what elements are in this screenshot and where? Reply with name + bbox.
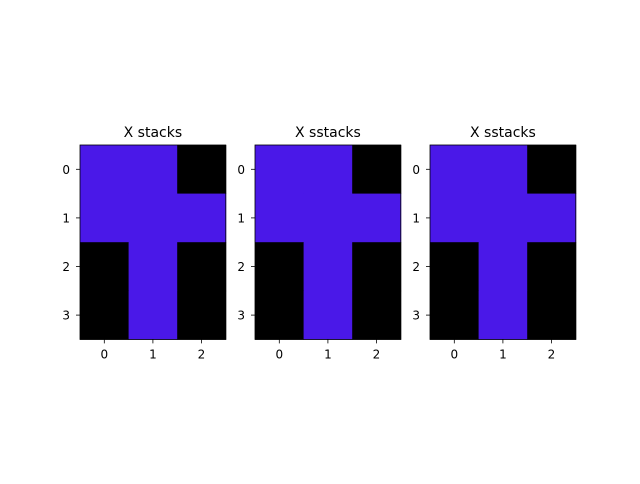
y-tick-label: 2: [237, 260, 245, 274]
heatmap-panel-1: X sstacks 0 1 2 0 1 2 3: [237, 125, 402, 361]
panel-title: X sstacks: [470, 125, 536, 141]
x-tick-label: 0: [450, 347, 458, 361]
axes-frame: [429, 144, 577, 340]
x-tick-label: 0: [100, 347, 108, 361]
heatmap-cell: [478, 242, 528, 292]
x-tick-label: 2: [548, 347, 556, 361]
heatmap-cell: [352, 242, 402, 292]
heatmap-cell: [255, 242, 304, 292]
x-tick-label: 1: [149, 347, 157, 361]
heatmap-cell: [303, 290, 353, 340]
axes-frame: [254, 144, 402, 340]
heatmap-cell: [80, 145, 129, 194]
panel-title: X sstacks: [295, 125, 361, 141]
x-tick-label: 2: [198, 347, 206, 361]
heatmap-cell: [352, 145, 402, 194]
y-tick-label: 1: [62, 211, 70, 225]
x-tick-label: 1: [324, 347, 332, 361]
y-tick-label: 2: [62, 260, 70, 274]
heatmap-cell: [430, 145, 479, 194]
heatmap-cell: [303, 145, 353, 194]
heatmap-cell: [430, 242, 479, 292]
y-tick-label: 0: [62, 163, 70, 177]
heatmap-cell: [177, 145, 227, 194]
y-tick-label: 3: [237, 309, 245, 323]
y-tick-label: 3: [62, 309, 70, 323]
heatmap-cell: [255, 290, 304, 340]
heatmap-panel-2: X sstacks 0 1 2 0 1 2 3: [412, 125, 577, 361]
heatmap-cell: [303, 242, 353, 292]
y-tick-label: 3: [412, 309, 420, 323]
heatmap-cell: [80, 290, 129, 340]
y-tick-label: 0: [412, 163, 420, 177]
y-tick-label: 2: [412, 260, 420, 274]
heatmap-cell: [527, 145, 577, 194]
y-tick-label: 0: [237, 163, 245, 177]
heatmap-cell: [303, 193, 353, 243]
y-tick-label: 1: [237, 211, 245, 225]
heatmap-cell: [80, 193, 129, 243]
heatmap-cell: [255, 145, 304, 194]
panel-title: X stacks: [124, 125, 183, 141]
heatmap-cell: [128, 193, 178, 243]
heatmap-cell: [527, 242, 577, 292]
heatmap-cell: [177, 193, 227, 243]
x-tick-label: 2: [373, 347, 381, 361]
axes-frame: [79, 144, 227, 340]
heatmap-cell: [352, 290, 402, 340]
x-tick-label: 1: [499, 347, 507, 361]
heatmap-cell: [478, 145, 528, 194]
heatmap-panel-0: X stacks 0 1 2 0 1 2 3: [62, 125, 227, 361]
heatmap-cell: [80, 242, 129, 292]
heatmap-cell: [527, 290, 577, 340]
heatmap-cell: [177, 242, 227, 292]
heatmap-cell: [352, 193, 402, 243]
y-tick-label: 1: [412, 211, 420, 225]
heatmap-cell: [255, 193, 304, 243]
heatmap-cell: [430, 290, 479, 340]
heatmap-cell: [177, 290, 227, 340]
heatmap-cell: [128, 242, 178, 292]
x-tick-label: 0: [275, 347, 283, 361]
heatmap-cell: [430, 193, 479, 243]
heatmap-cell: [478, 193, 528, 243]
heatmap-cell: [478, 290, 528, 340]
heatmap-cell: [527, 193, 577, 243]
heatmap-cell: [128, 290, 178, 340]
heatmap-cell: [128, 145, 178, 194]
